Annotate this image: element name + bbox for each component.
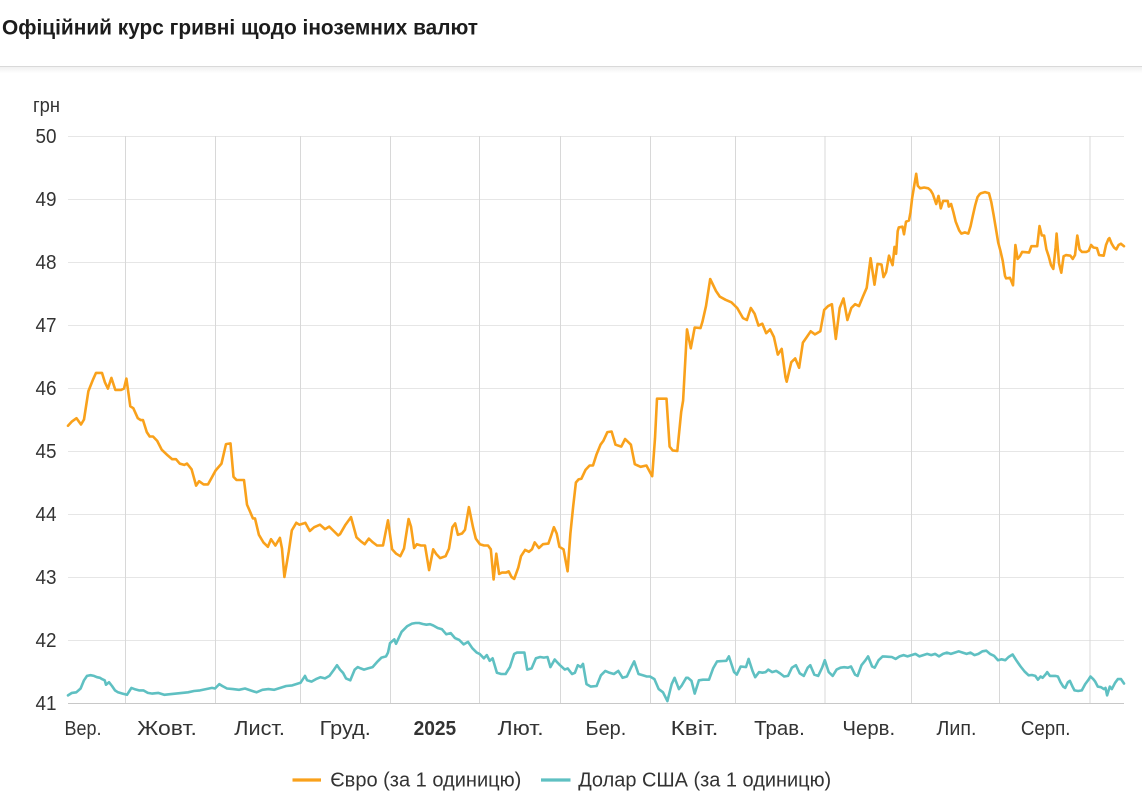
svg-text:Євро (за 1 одиницю): Євро (за 1 одиницю) <box>330 769 521 792</box>
svg-text:43: 43 <box>36 567 57 589</box>
svg-text:Лист.: Лист. <box>234 718 285 740</box>
svg-text:Жовт.: Жовт. <box>137 718 197 740</box>
svg-text:Офіційний курс гривні щодо іно: Офіційний курс гривні щодо іноземних вал… <box>2 17 478 40</box>
svg-text:Долар США (за 1 одиницю): Долар США (за 1 одиницю) <box>578 769 831 792</box>
svg-text:Лют.: Лют. <box>498 718 544 740</box>
svg-text:50: 50 <box>36 126 57 148</box>
svg-text:48: 48 <box>36 252 57 274</box>
svg-text:Груд.: Груд. <box>320 718 371 740</box>
svg-text:Серп.: Серп. <box>1021 718 1071 740</box>
svg-text:Бер.: Бер. <box>586 718 627 740</box>
svg-text:Лип.: Лип. <box>937 718 977 740</box>
svg-text:42: 42 <box>36 630 57 652</box>
svg-text:49: 49 <box>36 189 57 211</box>
svg-text:46: 46 <box>36 378 57 400</box>
svg-text:41: 41 <box>36 693 57 715</box>
svg-text:Квіт.: Квіт. <box>671 718 719 740</box>
svg-text:2025: 2025 <box>414 718 457 740</box>
svg-text:45: 45 <box>36 441 57 463</box>
svg-text:Вер.: Вер. <box>65 718 102 740</box>
svg-text:44: 44 <box>36 504 57 526</box>
svg-text:Черв.: Черв. <box>842 718 895 740</box>
svg-text:47: 47 <box>36 315 57 337</box>
svg-text:грн: грн <box>33 95 60 117</box>
svg-text:Трав.: Трав. <box>754 718 805 740</box>
